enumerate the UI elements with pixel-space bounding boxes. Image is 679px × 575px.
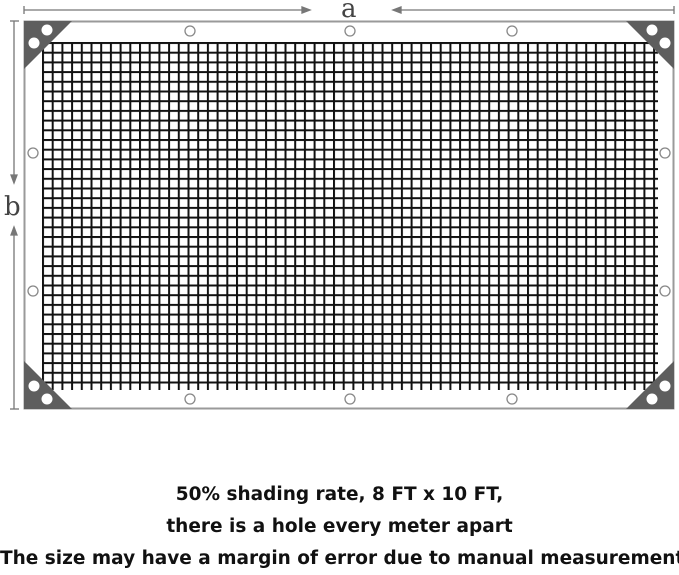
grommet-holes [27,25,671,405]
height-label: b [4,192,21,222]
height-dimension-arrow [10,20,19,410]
caption-line-3: The size may have a margin of error due … [0,548,679,569]
caption-line-2: there is a hole every meter apart [166,516,513,537]
mesh-grid [42,42,658,390]
corner-plate-top-left [24,21,72,69]
corner-plate-bottom-left [24,361,72,409]
width-label: a [341,0,357,24]
width-dimension-arrow [23,6,675,14]
caption-line-1: 50% shading rate, 8 FT x 10 FT, [175,484,504,505]
shade-net-diagram [10,6,675,410]
corner-plate-bottom-right [626,361,674,409]
corner-plate-top-right [626,21,674,69]
